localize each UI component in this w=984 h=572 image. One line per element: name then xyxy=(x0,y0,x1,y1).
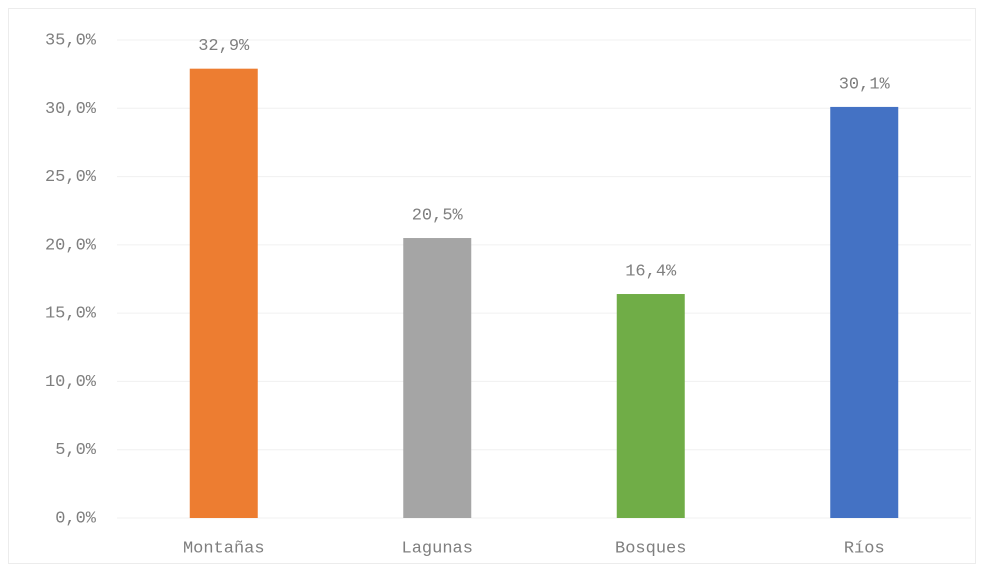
value-label: 16,4% xyxy=(625,263,677,282)
y-tick-label: 25,0% xyxy=(45,168,97,187)
y-tick-label: 5,0% xyxy=(55,441,97,460)
bar xyxy=(616,294,685,518)
value-label: 20,5% xyxy=(412,207,464,226)
bar xyxy=(403,238,472,518)
y-tick-label: 0,0% xyxy=(55,509,97,528)
x-tick-label: Montañas xyxy=(183,539,265,558)
value-label: 30,1% xyxy=(839,75,891,94)
x-tick-label: Bosques xyxy=(615,539,686,558)
y-tick-label: 35,0% xyxy=(45,31,97,50)
chart-frame xyxy=(8,8,976,564)
y-tick-label: 20,0% xyxy=(45,236,97,255)
x-tick-label: Ríos xyxy=(844,539,885,558)
y-tick-label: 10,0% xyxy=(45,373,97,392)
value-label: 32,9% xyxy=(198,37,250,56)
x-tick-label: Lagunas xyxy=(402,539,473,558)
y-tick-label: 30,0% xyxy=(45,100,97,119)
bar xyxy=(189,68,258,519)
y-tick-label: 15,0% xyxy=(45,305,97,324)
bar xyxy=(830,106,899,519)
